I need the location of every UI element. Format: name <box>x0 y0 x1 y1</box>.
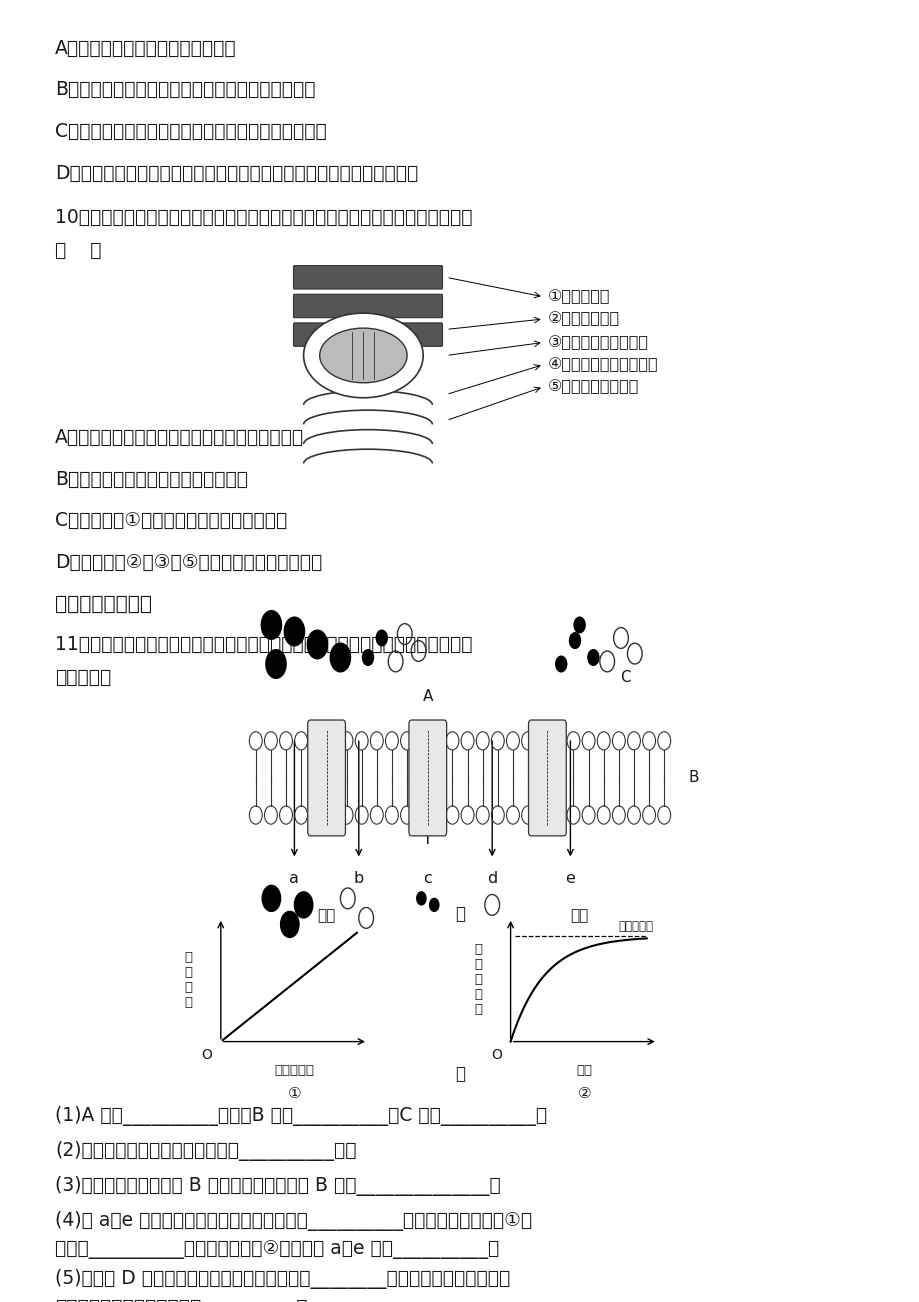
Text: B．生物膜系统使各个细胞器组成生命活动的统一体: B．生物膜系统使各个细胞器组成生命活动的统一体 <box>55 81 315 99</box>
Circle shape <box>587 650 598 665</box>
Text: b: b <box>353 871 364 887</box>
Circle shape <box>262 885 280 911</box>
Circle shape <box>266 650 286 678</box>
Circle shape <box>573 617 584 633</box>
Text: e: e <box>565 871 574 887</box>
Text: A．功能越复杂的生物膜，蛋白质种类和数量越多: A．功能越复杂的生物膜，蛋白质种类和数量越多 <box>55 428 304 447</box>
FancyBboxPatch shape <box>293 266 442 289</box>
Text: B．膜的结构特点是具有一定的流动性: B．膜的结构特点是具有一定的流动性 <box>55 470 248 488</box>
Text: ②: ② <box>577 1086 590 1101</box>
Text: c: c <box>423 871 432 887</box>
Text: 示的是__________，可用图乙中的②表示的为 a～e 中的__________。: 示的是__________，可用图乙中的②表示的为 a～e 中的________… <box>55 1241 499 1259</box>
Text: A: A <box>422 689 433 704</box>
Text: 能量: 能量 <box>317 907 335 923</box>
Text: (2)细胞膜从功能上来说，它是一层__________膜。: (2)细胞膜从功能上来说，它是一层__________膜。 <box>55 1141 357 1161</box>
Circle shape <box>569 633 580 648</box>
Text: ③（蛋白质运输通道）: ③（蛋白质运输通道） <box>547 335 648 350</box>
Text: 细
胞
内
浓
度: 细 胞 内 浓 度 <box>474 943 482 1017</box>
Circle shape <box>330 643 350 672</box>
Text: 细胞外浓度: 细胞外浓度 <box>274 1064 314 1077</box>
Circle shape <box>376 630 387 646</box>
Text: （    ）: （ ） <box>55 241 102 259</box>
Ellipse shape <box>303 312 423 398</box>
Ellipse shape <box>320 328 407 383</box>
Text: A．生物膜系统是真核细胞所特有的: A．生物膜系统是真核细胞所特有的 <box>55 39 236 57</box>
Text: 上皮细胞的过程是图甲中编号__________。: 上皮细胞的过程是图甲中编号__________。 <box>55 1299 307 1302</box>
Text: ①（光反应）: ①（光反应） <box>547 289 609 305</box>
FancyBboxPatch shape <box>293 294 442 318</box>
Circle shape <box>362 650 373 665</box>
Circle shape <box>284 617 304 646</box>
Circle shape <box>280 911 299 937</box>
Text: O: O <box>201 1048 212 1061</box>
Text: 运
输
速
度: 运 输 速 度 <box>185 950 192 1009</box>
Circle shape <box>261 611 281 639</box>
Text: 乙: 乙 <box>455 1065 464 1083</box>
Text: C．细胞内分隔的膜性区室的出现使细胞器间完全独立: C．细胞内分隔的膜性区室的出现使细胞器间完全独立 <box>55 122 326 141</box>
Text: (5)维生素 D 进入小肠上皮细胞应是图甲中编号________；葡萄糖从肠腔进入小肠: (5)维生素 D 进入小肠上皮细胞应是图甲中编号________；葡萄糖从肠腔进… <box>55 1268 510 1289</box>
Circle shape <box>555 656 566 672</box>
Text: O: O <box>491 1048 502 1061</box>
Text: 细胞外浓度: 细胞外浓度 <box>618 919 652 932</box>
Text: D．细胞内分隔的膜性区室的出现减少了细胞内各种生化反应的相互干扰: D．细胞内分隔的膜性区室的出现减少了细胞内各种生化反应的相互干扰 <box>55 164 418 182</box>
Text: 11．图甲所示为物质出入细胞膜的示意图，图乙所示为出入方式与浓度的关系，请: 11．图甲所示为物质出入细胞膜的示意图，图乙所示为出入方式与浓度的关系，请 <box>55 635 472 654</box>
Text: (4)在 a～e 的五种过程中，代表被动运输的是__________，它们可用图乙中的①表: (4)在 a～e 的五种过程中，代表被动运输的是__________，它们可用图… <box>55 1211 532 1232</box>
FancyBboxPatch shape <box>528 720 566 836</box>
Text: d: d <box>486 871 497 887</box>
Text: C．完成图中①的场所是叶绿体类囊体的薄膜: C．完成图中①的场所是叶绿体类囊体的薄膜 <box>55 512 287 530</box>
Text: a: a <box>289 871 299 887</box>
Text: (3)动物细胞吸水膨胀时 B 的厚度变小，这说明 B 具有______________。: (3)动物细胞吸水膨胀时 B 的厚度变小，这说明 B 具有___________… <box>55 1176 501 1197</box>
Text: C: C <box>619 669 630 685</box>
Text: 四、综合应用体验: 四、综合应用体验 <box>55 595 152 613</box>
FancyBboxPatch shape <box>307 720 346 836</box>
Text: 能量: 能量 <box>570 907 588 923</box>
Circle shape <box>294 892 312 918</box>
Circle shape <box>429 898 438 911</box>
FancyBboxPatch shape <box>293 323 442 346</box>
Text: ⑤（植物渗透吸水）: ⑤（植物渗透吸水） <box>547 379 638 395</box>
Circle shape <box>416 892 425 905</box>
Text: 甲: 甲 <box>455 905 464 923</box>
FancyBboxPatch shape <box>408 720 447 836</box>
Text: (1)A 代表__________分子，B 代表__________，C 代表__________。: (1)A 代表__________分子，B 代表__________，C 代表_… <box>55 1105 547 1126</box>
Text: B: B <box>687 771 698 785</box>
Text: ②（动力工厂）: ②（动力工厂） <box>547 311 618 327</box>
Bar <box>248 729 671 827</box>
Text: 10．下图表示真核生物膜的结构与功能，下列与此相关的叙述中，不正确的一项是: 10．下图表示真核生物膜的结构与功能，下列与此相关的叙述中，不正确的一项是 <box>55 208 472 227</box>
Text: ④（植物细胞壁的形成）: ④（植物细胞壁的形成） <box>547 357 657 372</box>
Circle shape <box>307 630 327 659</box>
Text: D．完成图中②、③、⑤的结构均具有单层膜结构: D．完成图中②、③、⑤的结构均具有单层膜结构 <box>55 553 322 572</box>
Text: ①: ① <box>288 1086 301 1101</box>
Text: 据图回答：: 据图回答： <box>55 668 111 686</box>
Text: 时间: 时间 <box>575 1064 592 1077</box>
